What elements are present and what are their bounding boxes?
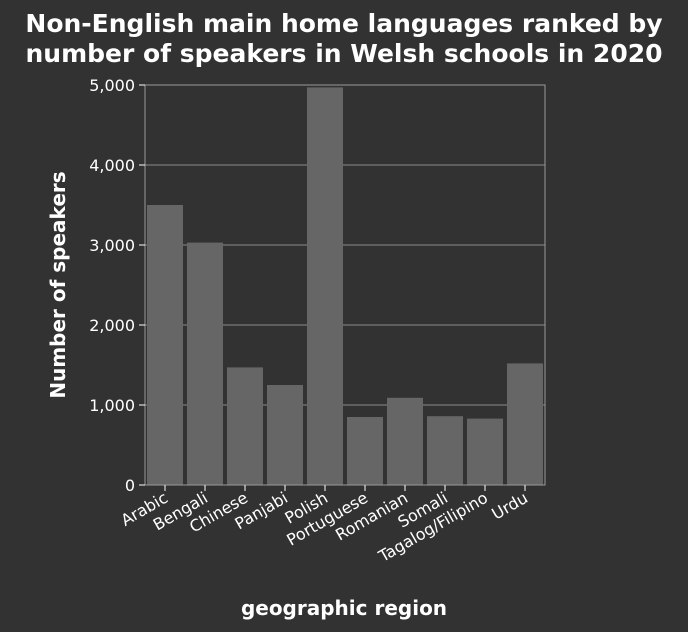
bar-bengali xyxy=(187,242,223,485)
y-axis-label: Number of speakers xyxy=(46,171,70,398)
plot-frame xyxy=(144,84,546,486)
y-tick-label: 2,000 xyxy=(89,316,135,335)
y-tick-label: 0 xyxy=(125,476,135,495)
bar-chinese xyxy=(227,367,263,485)
y-axis-ticks: 0 1,000 2,000 3,000 4,000 5,000 xyxy=(89,76,145,495)
bar-polish xyxy=(307,87,343,486)
bar-portuguese xyxy=(347,417,383,485)
x-tick-label: Urdu xyxy=(488,488,531,524)
bar-somali xyxy=(427,416,463,485)
y-tick-label: 4,000 xyxy=(89,156,135,175)
bar-panjabi xyxy=(267,385,303,485)
bar-romanian xyxy=(387,397,423,485)
chart-title-line-1: Non-English main home languages ranked b… xyxy=(25,9,663,38)
x-axis-label: geographic region xyxy=(241,596,447,620)
bar-arabic xyxy=(147,205,183,485)
bar-tagalog-filipino xyxy=(467,418,503,485)
chart-title-line-2: number of speakers in Welsh schools in 2… xyxy=(25,39,663,68)
x-axis-ticks: ArabicBengaliChinesePanjabiPolishPortugu… xyxy=(118,485,531,566)
y-tick-label: 1,000 xyxy=(89,396,135,415)
bar-urdu xyxy=(507,363,543,485)
bars xyxy=(147,87,543,486)
y-tick-label: 5,000 xyxy=(89,76,135,95)
y-tick-label: 3,000 xyxy=(89,236,135,255)
